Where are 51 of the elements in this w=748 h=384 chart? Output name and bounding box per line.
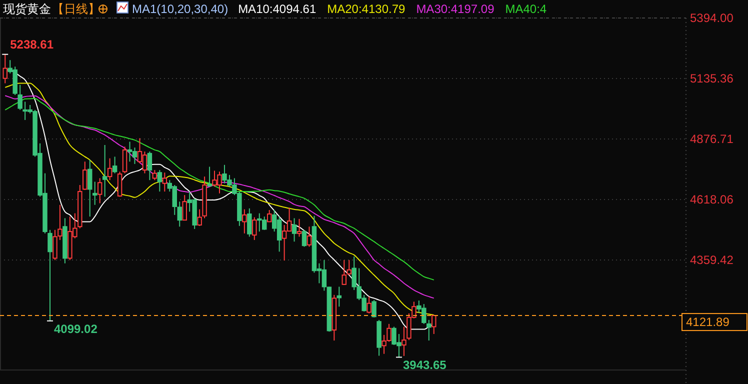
candlestick	[162, 172, 168, 192]
candlestick	[252, 216, 257, 240]
candlestick	[92, 181, 98, 206]
candlestick	[157, 170, 162, 192]
candlestick	[247, 208, 252, 238]
candlestick	[292, 218, 297, 242]
candlestick	[197, 208, 202, 226]
annotation: 3943.65	[402, 358, 447, 372]
candlestick	[182, 194, 187, 221]
candlestick	[372, 300, 376, 318]
candlestick	[122, 146, 128, 174]
chart-title: 现货黄金	[3, 2, 51, 16]
candlestick	[88, 159, 92, 218]
candlestick	[147, 151, 152, 181]
candlestick	[102, 144, 108, 198]
annotation: 4099.02	[54, 322, 98, 336]
candlestick	[336, 286, 342, 308]
text: MA40:4	[505, 2, 547, 16]
candlestick	[48, 229, 52, 322]
text: MA30:4197.09	[416, 2, 495, 16]
candlestick	[112, 156, 118, 174]
candlestick	[97, 178, 102, 204]
legend-title: MA1(10,20,30,40)	[132, 2, 228, 16]
candlestick	[342, 260, 347, 286]
candlestick	[207, 166, 212, 188]
y-tick-label: 5394.00	[690, 11, 734, 26]
candlestick	[18, 84, 22, 110]
candlestick	[302, 229, 307, 248]
candlestick	[366, 296, 372, 314]
ref-line-label: 4121.89	[686, 315, 730, 330]
candlestick	[107, 158, 112, 181]
y-tick-label: 5135.36	[690, 72, 734, 86]
y-tick-label: 4876.71	[690, 132, 734, 146]
y-tick-label: 4359.42	[690, 253, 734, 268]
candlestick	[306, 226, 312, 248]
text: MA20:4130.79	[327, 2, 406, 16]
annotation: 5238.61	[10, 37, 54, 52]
candlestick	[117, 171, 122, 198]
candlestick	[266, 210, 272, 222]
candlestick	[152, 170, 158, 181]
candlestick	[296, 218, 302, 238]
candlestick	[2, 54, 8, 84]
candlestick	[82, 161, 88, 190]
candlestick	[432, 314, 436, 334]
chart-subtitle: 【日线】	[52, 2, 100, 16]
text: MA10:4094.61	[238, 2, 316, 16]
y-tick-label: 4618.06	[690, 192, 734, 207]
candlestick	[426, 319, 432, 342]
candlestick	[402, 326, 406, 356]
candlestick	[242, 208, 247, 234]
candlestick	[346, 260, 352, 276]
